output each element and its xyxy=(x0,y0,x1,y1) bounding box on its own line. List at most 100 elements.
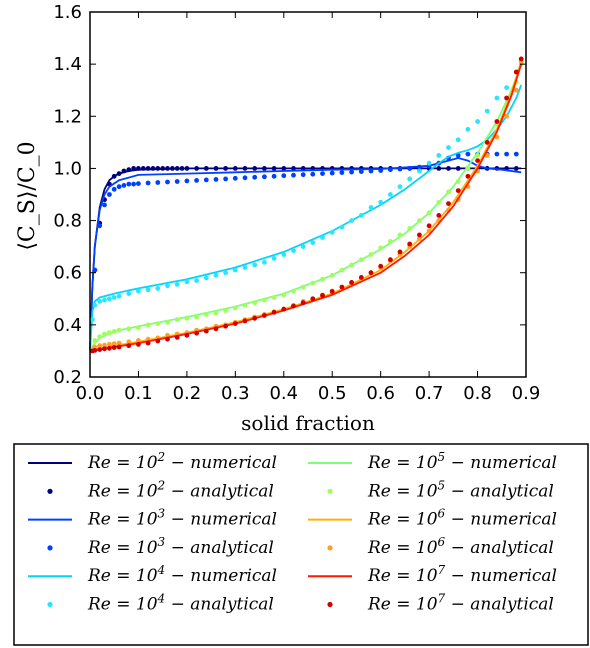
x-tick-label: 0.8 xyxy=(463,383,492,404)
series-1-point xyxy=(291,166,296,171)
series-11-point xyxy=(300,300,306,306)
series-9-point xyxy=(136,338,141,343)
series-3-point xyxy=(136,181,141,187)
series-9-point xyxy=(92,344,98,350)
series-7-point xyxy=(232,305,238,311)
series-9-point xyxy=(417,236,422,242)
series-3-point xyxy=(121,183,127,188)
series-11-point xyxy=(174,335,180,340)
series-5-point xyxy=(358,213,364,218)
series-5-point xyxy=(300,244,306,250)
series-3-point xyxy=(126,181,132,187)
series-3-point xyxy=(213,177,219,182)
y-tick-label: 1.6 xyxy=(53,2,82,23)
series-3-point xyxy=(107,192,112,197)
series-7-point xyxy=(174,317,180,322)
series-line-4 xyxy=(89,84,523,351)
series-11-point xyxy=(165,336,170,342)
x-axis-title: solid fraction xyxy=(241,411,375,435)
series-11-point xyxy=(455,188,461,194)
legend-label: Re = 105 − numerical xyxy=(367,450,557,473)
series-11-point xyxy=(97,347,103,352)
series-7-point xyxy=(349,262,354,268)
x-tick-label: 0.1 xyxy=(124,383,153,404)
series-7-point xyxy=(184,315,190,321)
series-9-point xyxy=(513,87,519,93)
series-9-point xyxy=(111,341,117,346)
series-5-point xyxy=(475,119,480,124)
series-7-point xyxy=(446,189,451,195)
series-11-point xyxy=(242,318,248,324)
series-7-point xyxy=(475,153,480,158)
series-7-point xyxy=(97,334,103,339)
series-11-point xyxy=(513,69,519,75)
series-3-point xyxy=(388,167,393,173)
series-1-point xyxy=(121,168,127,174)
series-11-point xyxy=(436,213,442,218)
series-1-point xyxy=(242,166,248,171)
series-5-point xyxy=(436,153,442,158)
series-11-point xyxy=(417,232,422,238)
series-11-point xyxy=(378,263,384,269)
series-11-point xyxy=(232,321,238,326)
legend-dot-swatch xyxy=(47,601,53,608)
series-7-point xyxy=(426,210,432,216)
series-5-point xyxy=(252,262,258,268)
series-5-point xyxy=(145,287,151,293)
series-1-point xyxy=(174,166,180,171)
series-5-point xyxy=(368,205,374,210)
y-tick-label: 1.0 xyxy=(53,158,82,179)
series-3-point xyxy=(513,151,519,157)
x-tick-label: 0.6 xyxy=(366,383,395,404)
y-tick-label: 0.4 xyxy=(53,315,82,336)
series-7-point xyxy=(155,321,161,326)
series-3-point xyxy=(465,151,471,157)
series-1-point xyxy=(111,173,117,179)
series-1-point xyxy=(170,166,175,171)
series-3-point xyxy=(494,151,500,157)
series-5-point xyxy=(174,282,180,287)
series-7-point xyxy=(320,276,325,282)
series-9-point xyxy=(116,340,122,346)
series-5-point xyxy=(92,302,98,308)
series-3-point xyxy=(242,175,248,181)
legend-label: Re = 104 − analytical xyxy=(87,592,274,615)
series-11-point xyxy=(262,313,267,318)
series-11-point xyxy=(484,140,490,145)
series-1-point xyxy=(160,166,166,171)
x-tick-label: 0.7 xyxy=(415,383,444,404)
series-5-point xyxy=(494,95,500,101)
legend-label: Re = 106 − analytical xyxy=(367,535,554,558)
series-1-point xyxy=(150,166,156,171)
series-5-point xyxy=(111,295,117,300)
series-5-point xyxy=(203,275,209,281)
series-line-6 xyxy=(89,63,523,352)
series-5-point xyxy=(291,248,296,254)
series-7-point xyxy=(310,280,316,286)
series-5-point xyxy=(116,293,122,299)
series-7-point xyxy=(271,295,277,300)
plot-frame xyxy=(89,11,527,378)
series-7-point xyxy=(111,329,117,334)
legend-dot-swatch xyxy=(47,488,53,494)
series-11-point xyxy=(358,275,364,280)
series-3-point xyxy=(397,166,403,172)
series-9-point xyxy=(107,342,112,347)
series-5-point xyxy=(378,199,384,205)
series-3-point xyxy=(203,177,209,183)
series-5-point xyxy=(194,278,200,283)
series-9-point xyxy=(102,342,107,348)
series-7-point xyxy=(213,310,219,316)
series-7-point xyxy=(339,267,345,273)
series-1-point xyxy=(126,167,132,173)
series-5-point xyxy=(417,168,422,174)
series-7-point xyxy=(194,314,200,320)
series-7-point xyxy=(262,297,267,303)
series-5-point xyxy=(242,265,248,270)
series-11-point xyxy=(155,338,161,344)
legend-dot-swatch xyxy=(47,545,53,551)
series-1-point xyxy=(203,166,209,171)
x-tick-label: 0.0 xyxy=(76,383,105,404)
series-11-point xyxy=(368,270,374,276)
series-line-2 xyxy=(89,157,522,351)
